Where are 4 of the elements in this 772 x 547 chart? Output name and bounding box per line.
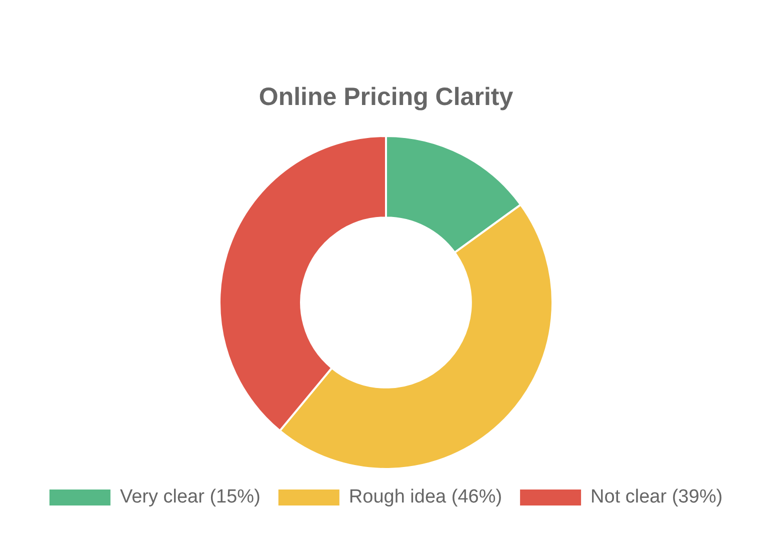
legend-label: Rough idea (46%) [348,486,502,508]
legend-label: Very clear (15%) [120,486,260,508]
chart-title: Online Pricing Clarity [258,82,514,111]
legend-label: Not clear (39%) [590,486,723,508]
